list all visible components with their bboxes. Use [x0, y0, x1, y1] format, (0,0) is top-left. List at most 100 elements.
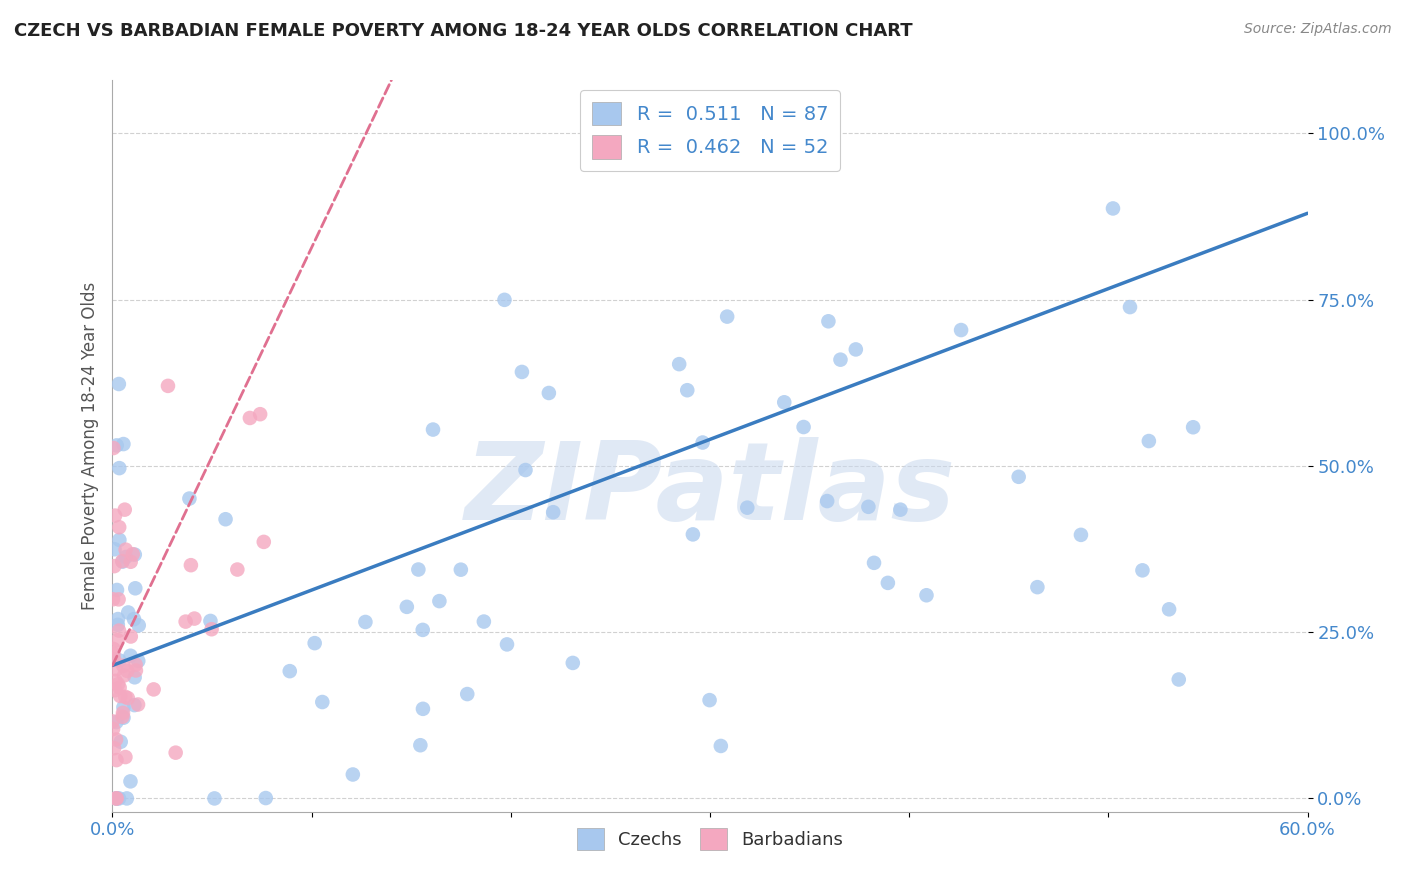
Point — [156, 379, 179, 393]
Point — [124, 657, 146, 672]
Point — [108, 624, 131, 638]
Point — [105, 438, 128, 452]
Point — [1137, 434, 1160, 448]
Point — [204, 791, 226, 805]
Point — [142, 682, 165, 697]
Point — [311, 695, 333, 709]
Point — [412, 702, 434, 716]
Point — [845, 343, 868, 357]
Legend: Czechs, Barbadians: Czechs, Barbadians — [569, 821, 851, 857]
Point — [105, 714, 128, 729]
Point — [117, 691, 139, 706]
Point — [253, 535, 276, 549]
Point — [117, 606, 139, 620]
Point — [108, 461, 131, 475]
Point — [1026, 580, 1049, 594]
Point — [876, 575, 898, 590]
Text: Source: ZipAtlas.com: Source: ZipAtlas.com — [1244, 22, 1392, 37]
Point — [107, 612, 129, 626]
Point — [541, 505, 564, 519]
Point — [115, 791, 138, 805]
Point — [450, 563, 472, 577]
Point — [101, 592, 124, 607]
Point — [1132, 563, 1154, 577]
Point — [127, 654, 149, 668]
Point — [105, 662, 128, 676]
Point — [105, 582, 128, 597]
Point — [103, 652, 125, 666]
Point — [120, 774, 142, 789]
Y-axis label: Female Poverty Among 18-24 Year Olds: Female Poverty Among 18-24 Year Olds — [80, 282, 98, 610]
Point — [515, 463, 537, 477]
Point — [114, 542, 136, 557]
Point — [494, 293, 516, 307]
Point — [422, 423, 444, 437]
Point — [793, 420, 815, 434]
Point — [108, 689, 131, 703]
Point — [103, 441, 125, 455]
Point — [103, 559, 125, 574]
Point — [412, 623, 434, 637]
Point — [1102, 202, 1125, 216]
Point — [773, 395, 796, 409]
Point — [815, 494, 838, 508]
Point — [107, 592, 129, 607]
Point — [342, 767, 364, 781]
Point — [112, 700, 135, 714]
Point — [692, 435, 714, 450]
Point — [254, 791, 277, 805]
Point — [456, 687, 478, 701]
Point — [699, 693, 721, 707]
Text: CZECH VS BARBADIAN FEMALE POVERTY AMONG 18-24 YEAR OLDS CORRELATION CHART: CZECH VS BARBADIAN FEMALE POVERTY AMONG … — [14, 22, 912, 40]
Point — [817, 314, 839, 328]
Point — [115, 549, 138, 564]
Point — [950, 323, 973, 337]
Point — [1070, 528, 1092, 542]
Point — [200, 614, 222, 628]
Point — [120, 630, 142, 644]
Point — [108, 681, 131, 695]
Point — [111, 555, 134, 569]
Point — [409, 738, 432, 752]
Point — [858, 500, 880, 514]
Point — [124, 548, 146, 562]
Point — [226, 563, 249, 577]
Point — [105, 732, 128, 747]
Point — [103, 642, 125, 657]
Point — [124, 670, 146, 684]
Point — [1167, 673, 1189, 687]
Point — [537, 386, 560, 401]
Point — [201, 622, 224, 636]
Point — [112, 711, 135, 725]
Point — [239, 411, 262, 425]
Point — [112, 437, 135, 451]
Point — [710, 739, 733, 753]
Point — [107, 677, 129, 691]
Point — [105, 791, 128, 805]
Point — [104, 673, 127, 688]
Point — [408, 562, 430, 576]
Point — [125, 664, 148, 678]
Point — [117, 664, 139, 678]
Point — [174, 615, 197, 629]
Point — [682, 527, 704, 541]
Point — [165, 746, 187, 760]
Point — [180, 558, 202, 573]
Point — [107, 633, 129, 648]
Point — [561, 656, 583, 670]
Point — [110, 735, 132, 749]
Point — [108, 653, 131, 667]
Point — [128, 618, 150, 632]
Point — [179, 491, 201, 506]
Point — [111, 706, 134, 720]
Text: ZIPatlas: ZIPatlas — [464, 437, 956, 543]
Point — [101, 722, 124, 736]
Point — [127, 698, 149, 712]
Point — [120, 648, 142, 663]
Point — [122, 612, 145, 626]
Point — [121, 547, 143, 561]
Point — [395, 599, 418, 614]
Point — [105, 791, 128, 805]
Point — [889, 502, 911, 516]
Point — [114, 750, 136, 764]
